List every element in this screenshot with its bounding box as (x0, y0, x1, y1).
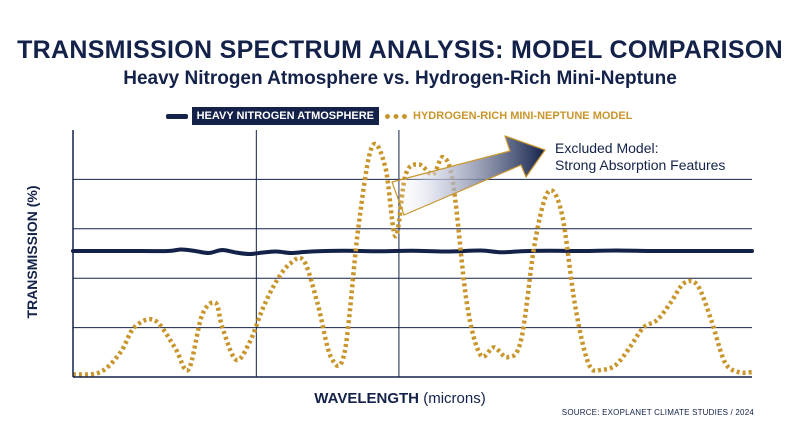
series-lines (71, 141, 754, 377)
legend-swatch-dotted (385, 113, 408, 119)
y-axis-label: TRANSMISSION (%) (24, 185, 40, 319)
chart-title: TRANSMISSION SPECTRUM ANALYSIS: MODEL CO… (17, 36, 783, 64)
x-axis-label: WAVELENGTH (microns) (0, 390, 800, 407)
arrow-shape (391, 135, 546, 216)
legend-label-nitrogen: HEAVY NITROGEN ATMOSPHERE (191, 107, 380, 125)
legend-label-hydrogen: HYDROGEN-RICH MINI-NEPTUNE MODEL (413, 110, 633, 122)
axes (72, 130, 752, 378)
legend-item-hydrogen: HYDROGEN-RICH MINI-NEPTUNE MODEL (385, 107, 634, 125)
series-line-nitrogen (71, 247, 754, 257)
annotation-line-1: Excluded Model: (555, 140, 659, 156)
annotation-arrow (391, 135, 546, 216)
chart-subtitle: Heavy Nitrogen Atmosphere vs. Hydrogen-R… (123, 68, 677, 89)
chart-legend: HEAVY NITROGEN ATMOSPHERE HYDROGEN-RICH … (0, 106, 800, 126)
legend-swatch-solid (165, 113, 188, 119)
annotation-text: Excluded Model: Strong Absorption Featur… (555, 140, 725, 174)
source-note: SOURCE: EXOPLANET CLIMATE STUDIES / 2024 (561, 408, 754, 417)
x-axis-label-unit: (microns) (423, 390, 486, 407)
x-axis-label-main: WAVELENGTH (314, 390, 420, 407)
annotation-line-2: Strong Absorption Features (555, 157, 726, 173)
legend-item-nitrogen: HEAVY NITROGEN ATMOSPHERE (165, 107, 380, 125)
series-line-hydrogen (72, 141, 753, 377)
